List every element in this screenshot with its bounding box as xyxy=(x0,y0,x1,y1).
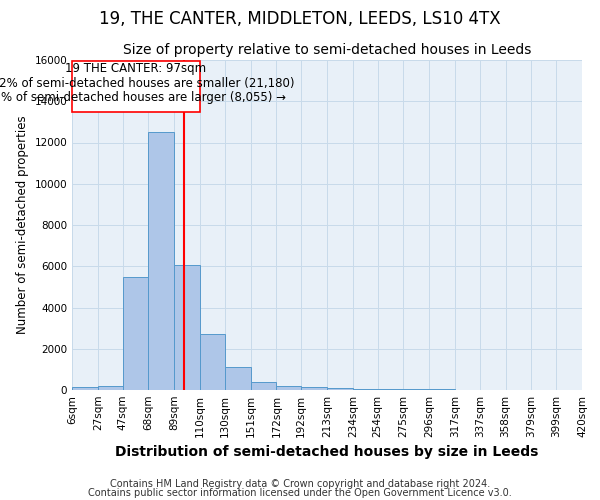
Bar xyxy=(251,382,277,390)
Y-axis label: Number of semi-detached properties: Number of semi-detached properties xyxy=(16,116,29,334)
Bar xyxy=(122,276,148,390)
Text: Contains HM Land Registry data © Crown copyright and database right 2024.: Contains HM Land Registry data © Crown c… xyxy=(110,479,490,489)
Bar xyxy=(98,386,122,390)
Bar xyxy=(174,265,200,390)
Bar xyxy=(200,334,225,390)
Bar xyxy=(353,389,377,390)
Bar xyxy=(277,386,301,390)
Title: Size of property relative to semi-detached houses in Leeds: Size of property relative to semi-detach… xyxy=(123,44,531,58)
Bar xyxy=(301,388,327,390)
Bar xyxy=(225,368,251,390)
Bar xyxy=(72,386,98,390)
Text: 19, THE CANTER, MIDDLETON, LEEDS, LS10 4TX: 19, THE CANTER, MIDDLETON, LEEDS, LS10 4… xyxy=(99,10,501,28)
Bar xyxy=(148,132,174,390)
Bar xyxy=(377,389,403,390)
Text: 19 THE CANTER: 97sqm: 19 THE CANTER: 97sqm xyxy=(65,62,206,75)
Text: ← 72% of semi-detached houses are smaller (21,180): ← 72% of semi-detached houses are smalle… xyxy=(0,78,295,90)
Bar xyxy=(403,389,429,390)
Text: 27% of semi-detached houses are larger (8,055) →: 27% of semi-detached houses are larger (… xyxy=(0,91,286,104)
Bar xyxy=(327,388,353,390)
X-axis label: Distribution of semi-detached houses by size in Leeds: Distribution of semi-detached houses by … xyxy=(115,446,539,460)
Text: Contains public sector information licensed under the Open Government Licence v3: Contains public sector information licen… xyxy=(88,488,512,498)
FancyBboxPatch shape xyxy=(72,61,200,112)
